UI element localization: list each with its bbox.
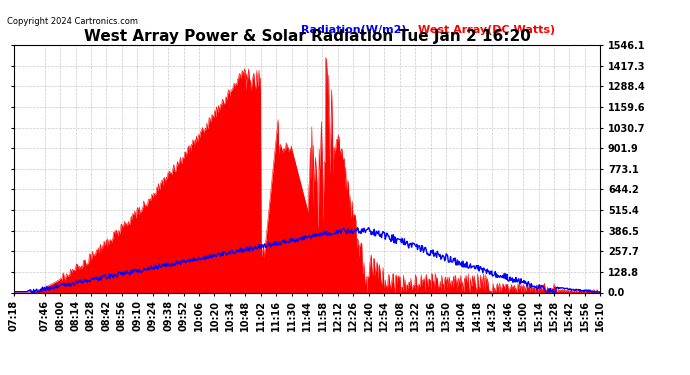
Text: Radiation(W/m2): Radiation(W/m2) — [301, 25, 406, 35]
Text: West Array(DC Watts): West Array(DC Watts) — [418, 25, 555, 35]
Title: West Array Power & Solar Radiation Tue Jan 2 16:20: West Array Power & Solar Radiation Tue J… — [83, 29, 531, 44]
Text: Copyright 2024 Cartronics.com: Copyright 2024 Cartronics.com — [7, 17, 138, 26]
